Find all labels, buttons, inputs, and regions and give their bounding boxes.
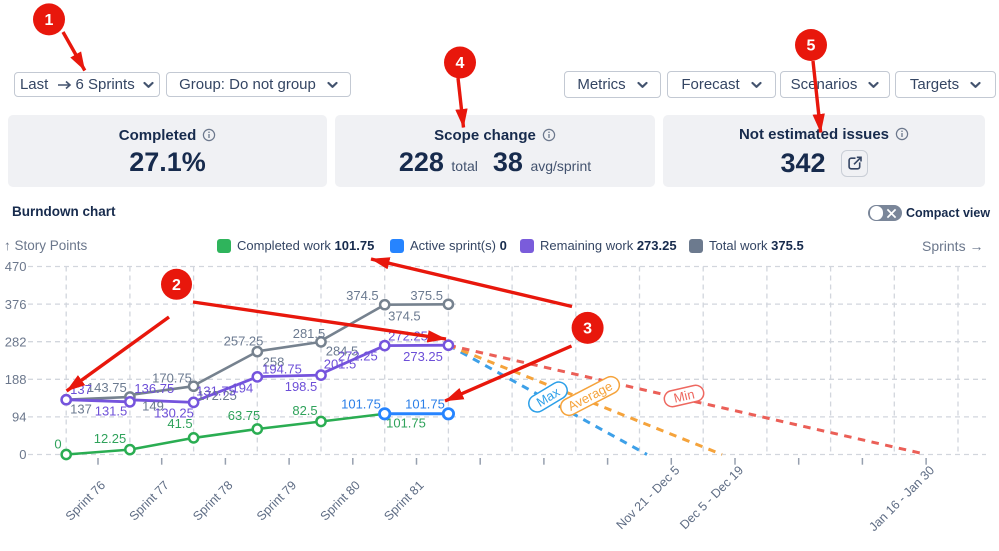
svg-text:131.75: 131.75 bbox=[196, 384, 236, 399]
svg-text:101.75: 101.75 bbox=[341, 397, 381, 412]
svg-text:201.5: 201.5 bbox=[324, 357, 357, 372]
svg-text:0: 0 bbox=[54, 437, 61, 452]
svg-text:375.5: 375.5 bbox=[410, 288, 443, 303]
svg-text:101.75: 101.75 bbox=[405, 397, 445, 412]
svg-text:272.25: 272.25 bbox=[338, 349, 378, 364]
svg-text:63.75: 63.75 bbox=[228, 408, 261, 423]
svg-text:101.75: 101.75 bbox=[386, 415, 426, 430]
svg-text:258: 258 bbox=[263, 355, 285, 370]
svg-text:94: 94 bbox=[12, 410, 26, 425]
svg-text:172.25: 172.25 bbox=[197, 388, 237, 403]
svg-text:1: 1 bbox=[45, 12, 54, 29]
svg-text:281.5: 281.5 bbox=[293, 326, 326, 341]
svg-text:149: 149 bbox=[142, 399, 164, 414]
svg-text:4: 4 bbox=[456, 55, 465, 72]
svg-text:194: 194 bbox=[232, 380, 254, 395]
svg-text:2: 2 bbox=[172, 277, 181, 294]
svg-text:12.25: 12.25 bbox=[94, 431, 127, 446]
svg-text:284.5: 284.5 bbox=[326, 344, 359, 359]
svg-text:143.75: 143.75 bbox=[87, 380, 127, 395]
svg-text:374.5: 374.5 bbox=[388, 308, 421, 323]
svg-text:130.25: 130.25 bbox=[154, 406, 194, 421]
svg-text:Min: Min bbox=[672, 386, 696, 405]
svg-text:273.25: 273.25 bbox=[403, 349, 443, 364]
svg-text:137: 137 bbox=[70, 402, 92, 417]
svg-text:188: 188 bbox=[5, 372, 27, 387]
svg-text:257.25: 257.25 bbox=[224, 334, 264, 349]
svg-text:170.75: 170.75 bbox=[152, 371, 192, 386]
svg-text:131.5: 131.5 bbox=[95, 404, 128, 419]
svg-text:470: 470 bbox=[5, 259, 27, 274]
svg-text:3: 3 bbox=[583, 320, 592, 337]
svg-text:194.75: 194.75 bbox=[262, 362, 302, 377]
svg-text:0: 0 bbox=[19, 447, 26, 462]
svg-text:136.75: 136.75 bbox=[134, 381, 174, 396]
svg-text:282: 282 bbox=[5, 334, 27, 349]
svg-text:82.5: 82.5 bbox=[292, 403, 317, 418]
svg-text:374.5: 374.5 bbox=[346, 288, 379, 303]
svg-text:5: 5 bbox=[807, 38, 816, 55]
svg-text:376: 376 bbox=[5, 297, 27, 312]
svg-text:198.5: 198.5 bbox=[285, 379, 318, 394]
svg-text:41.5: 41.5 bbox=[167, 416, 192, 431]
